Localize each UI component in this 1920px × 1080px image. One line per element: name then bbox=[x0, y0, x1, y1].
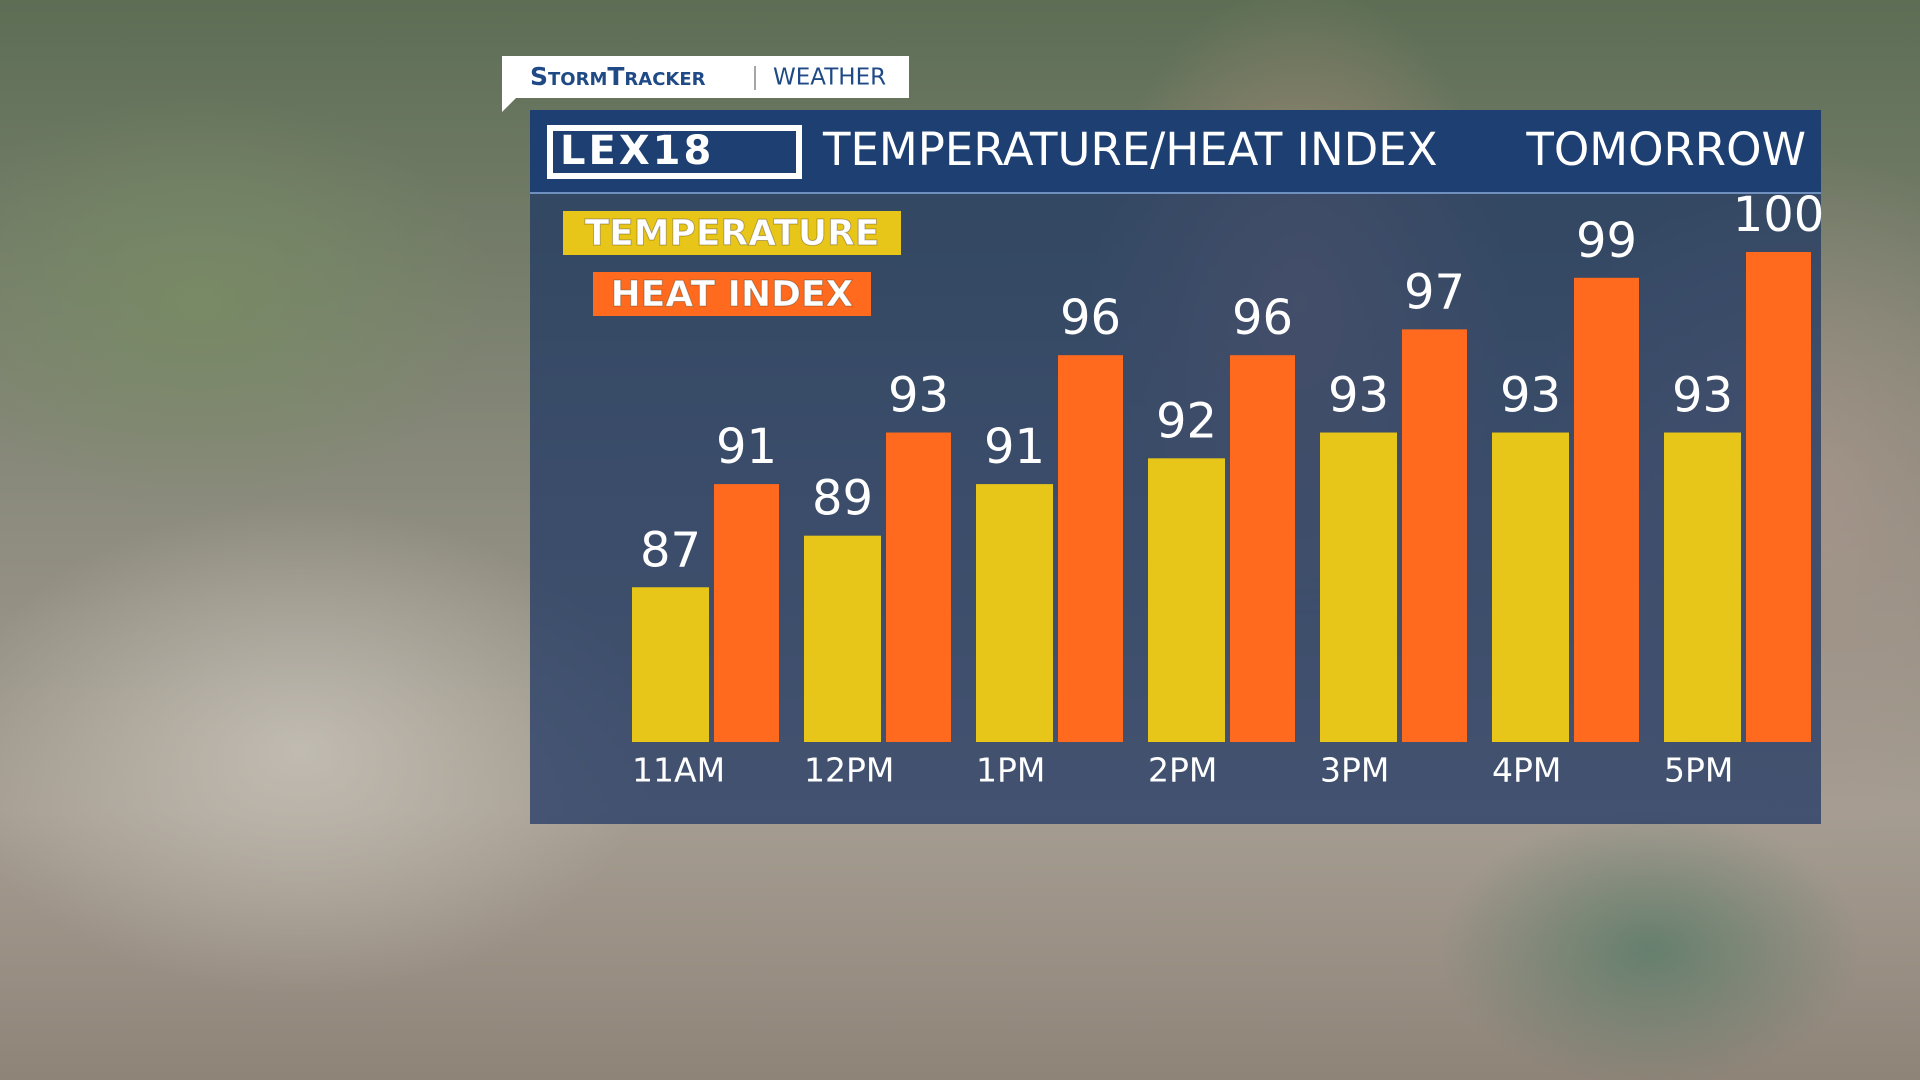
bar bbox=[1574, 277, 1639, 742]
bar bbox=[632, 587, 709, 742]
value-label: 99 bbox=[1576, 213, 1637, 269]
x-tick-label: 3PM bbox=[1320, 751, 1389, 790]
legend-swatch bbox=[563, 211, 901, 255]
x-tick-label: 12PM bbox=[804, 751, 894, 790]
brand-section: WEATHER bbox=[773, 65, 886, 91]
value-label: 91 bbox=[984, 419, 1045, 475]
value-label: 87 bbox=[640, 522, 701, 578]
value-label: 97 bbox=[1404, 264, 1465, 320]
chart-title: TEMPERATURE/HEAT INDEX bbox=[822, 123, 1438, 176]
value-label: 91 bbox=[716, 419, 777, 475]
bar bbox=[1746, 252, 1811, 742]
brand-tab bbox=[502, 56, 909, 98]
value-label: 100 bbox=[1733, 187, 1825, 243]
value-label: 96 bbox=[1232, 290, 1293, 346]
bar bbox=[1664, 432, 1741, 742]
brand-name: StormTracker bbox=[530, 62, 706, 91]
x-tick-label: 1PM bbox=[976, 751, 1045, 790]
x-tick-label: 11AM bbox=[632, 751, 725, 790]
logo-inner bbox=[553, 131, 796, 173]
value-label: 93 bbox=[1500, 368, 1561, 424]
x-tick-label: 5PM bbox=[1664, 751, 1733, 790]
legend-label: TEMPERATURE bbox=[585, 213, 880, 254]
legend-swatch bbox=[593, 272, 871, 316]
value-label: 93 bbox=[888, 368, 949, 424]
logo: LEX18 bbox=[560, 128, 714, 174]
bar bbox=[1320, 432, 1397, 742]
bar bbox=[804, 535, 881, 742]
x-tick-label: 4PM bbox=[1492, 751, 1561, 790]
value-label: 93 bbox=[1328, 368, 1389, 424]
bar bbox=[714, 484, 779, 742]
chart-subtitle: TOMORROW bbox=[1525, 123, 1806, 176]
bar bbox=[886, 432, 951, 742]
bar bbox=[976, 484, 1053, 742]
bar bbox=[1492, 432, 1569, 742]
value-label: 89 bbox=[812, 471, 873, 527]
value-label: 92 bbox=[1156, 393, 1217, 449]
bar bbox=[1148, 458, 1225, 742]
value-label: 96 bbox=[1060, 290, 1121, 346]
x-tick-label: 2PM bbox=[1148, 751, 1217, 790]
bar bbox=[1058, 355, 1123, 742]
bar bbox=[1230, 355, 1295, 742]
value-label: 93 bbox=[1672, 368, 1733, 424]
brand-tab-tail bbox=[502, 98, 516, 112]
bar bbox=[1402, 329, 1467, 742]
legend-label: HEAT INDEX bbox=[611, 274, 854, 315]
